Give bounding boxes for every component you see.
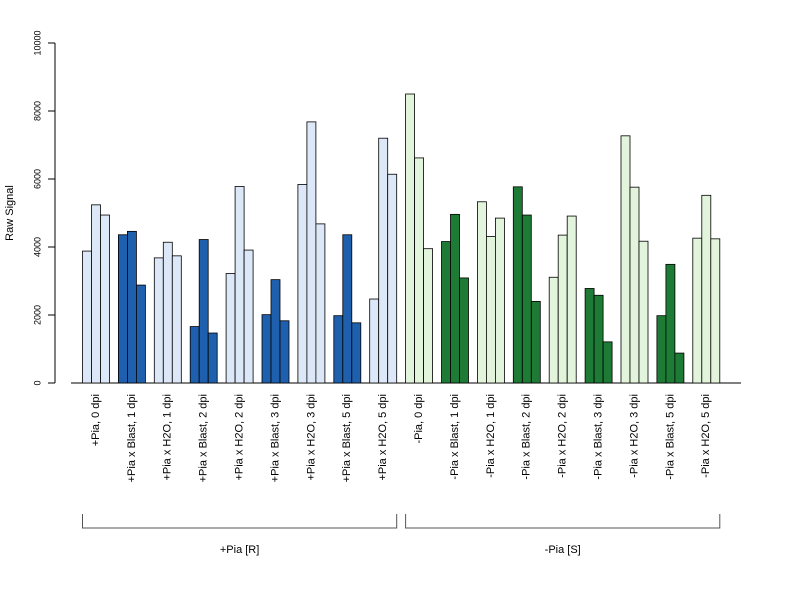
y-tick-label: 2000 xyxy=(32,305,42,325)
bar xyxy=(405,93,416,384)
y-tick-label: 0 xyxy=(32,380,42,385)
group-bracket xyxy=(82,514,398,529)
bar xyxy=(118,234,128,384)
bar xyxy=(369,298,380,384)
x-tick-label: -Pia x H2O, 5 dpi xyxy=(700,394,712,478)
x-tick-label: -Pia x Blast, 3 dpi xyxy=(593,394,605,480)
bar xyxy=(387,173,398,384)
x-tick-label: +Pia, 0 dpi xyxy=(90,394,102,446)
y-tick-label: 8000 xyxy=(32,101,42,121)
x-tick-label: -Pia x H2O, 3 dpi xyxy=(628,394,640,478)
bar xyxy=(441,241,451,384)
bars xyxy=(82,93,721,384)
bar xyxy=(656,315,667,384)
bar xyxy=(171,255,182,384)
y-axis-label: Raw Signal xyxy=(4,185,16,241)
bar xyxy=(153,257,164,384)
bar xyxy=(91,204,101,384)
x-tick-label: -Pia x Blast, 5 dpi xyxy=(664,394,676,480)
bar xyxy=(548,276,559,384)
x-tick-label: +Pia x Blast, 1 dpi xyxy=(126,394,138,482)
x-tick-label: +Pia x Blast, 3 dpi xyxy=(269,394,281,482)
bar xyxy=(82,250,92,384)
x-tick-label: +Pia x Blast, 5 dpi xyxy=(341,394,353,482)
bar xyxy=(710,238,721,384)
bar xyxy=(261,314,272,384)
bar xyxy=(494,217,505,384)
x-tick-label: +Pia x H2O, 2 dpi xyxy=(234,394,246,481)
bar xyxy=(530,300,541,384)
bar xyxy=(638,240,649,384)
y-tick-label: 6000 xyxy=(32,169,42,189)
x-tick-label: -Pia x Blast, 2 dpi xyxy=(521,394,533,480)
bar xyxy=(207,332,218,384)
bar xyxy=(593,294,604,384)
y-axis: 0 2000 4000 6000 8000 10000 xyxy=(32,30,56,386)
bar xyxy=(342,234,353,384)
bar xyxy=(423,248,434,384)
bar xyxy=(333,315,344,384)
bar xyxy=(674,352,685,384)
bar xyxy=(566,215,577,384)
bar xyxy=(297,184,308,384)
bar xyxy=(665,263,676,384)
x-tick-label: +Pia x H2O, 1 dpi xyxy=(162,394,174,481)
bar xyxy=(306,121,317,384)
bar xyxy=(476,201,487,384)
bar xyxy=(620,135,631,384)
bar xyxy=(135,284,146,384)
bar xyxy=(315,223,326,384)
bar xyxy=(557,234,568,384)
bar xyxy=(584,288,595,384)
bar xyxy=(162,241,173,384)
bar xyxy=(602,341,613,384)
y-tick-label: 10000 xyxy=(32,30,42,55)
group-label: -Pia [S] xyxy=(545,544,581,556)
x-tick-label: +Pia x Blast, 2 dpi xyxy=(198,394,210,482)
bar xyxy=(450,213,460,384)
bar xyxy=(270,279,281,384)
x-tick-label: -Pia x H2O, 2 dpi xyxy=(557,394,569,478)
x-tick-label: +Pia x H2O, 5 dpi xyxy=(377,394,389,481)
bar xyxy=(485,236,496,384)
bar xyxy=(279,320,290,384)
bar xyxy=(414,157,425,384)
group-brackets: +Pia [R] -Pia [S] xyxy=(82,514,721,556)
bar xyxy=(378,137,389,384)
bar xyxy=(692,237,703,384)
bar xyxy=(701,194,712,384)
bar xyxy=(629,186,640,384)
bar xyxy=(189,326,200,384)
bar xyxy=(243,249,254,384)
bar xyxy=(225,273,236,384)
x-tick-label: +Pia x H2O, 3 dpi xyxy=(305,394,317,481)
x-tick-label: -Pia x H2O, 1 dpi xyxy=(485,394,497,478)
bar xyxy=(512,186,523,384)
bar xyxy=(100,214,110,384)
bar xyxy=(198,239,209,384)
x-tick-label: -Pia, 0 dpi xyxy=(413,394,425,444)
y-tick-label: 4000 xyxy=(32,237,42,257)
x-tick-labels: +Pia, 0 dpi +Pia x Blast, 1 dpi +Pia x H2O… xyxy=(90,394,712,482)
bar xyxy=(127,230,137,384)
bar xyxy=(521,214,532,384)
bar xyxy=(234,186,245,384)
bar xyxy=(459,277,469,384)
group-bracket xyxy=(405,514,721,529)
group-label: +Pia [R] xyxy=(220,544,259,556)
x-tick-label: -Pia x Blast, 1 dpi xyxy=(449,394,461,480)
bar xyxy=(351,322,362,384)
